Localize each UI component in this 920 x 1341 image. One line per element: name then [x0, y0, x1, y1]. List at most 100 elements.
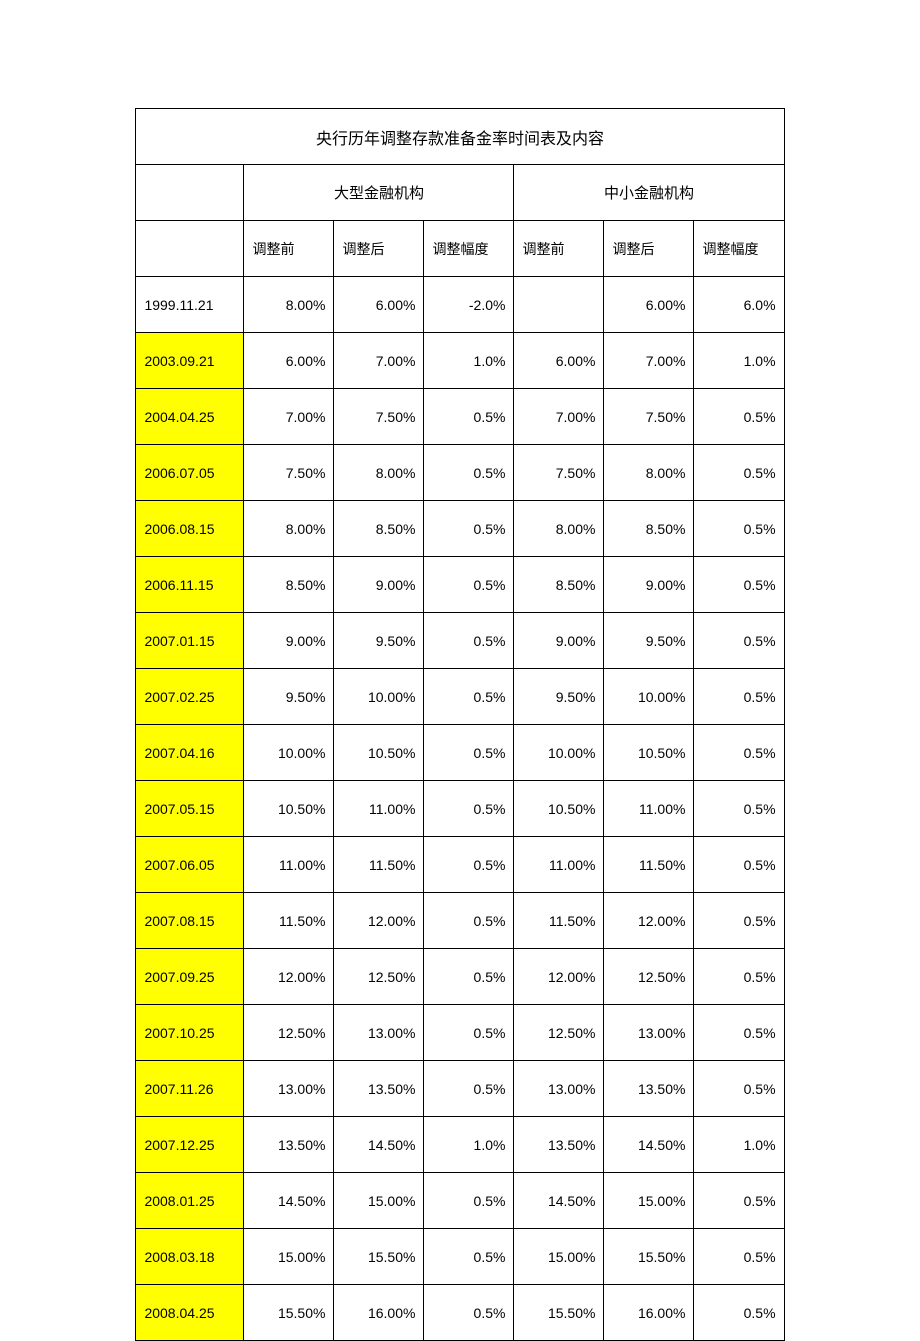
cell-small-before: 12.50%: [514, 1005, 604, 1061]
table-row: 2007.01.159.00%9.50%0.5%9.00%9.50%0.5%: [136, 613, 784, 669]
cell-small-after: 12.00%: [604, 893, 694, 949]
cell-large-before: 11.50%: [244, 893, 334, 949]
cell-small-delta: 0.5%: [694, 1229, 784, 1285]
cell-large-delta: 0.5%: [424, 1285, 514, 1341]
cell-date: 2007.11.26: [136, 1061, 244, 1117]
cell-date: 2006.11.15: [136, 557, 244, 613]
cell-small-after: 11.50%: [604, 837, 694, 893]
cell-large-delta: 0.5%: [424, 725, 514, 781]
cell-small-delta: 0.5%: [694, 501, 784, 557]
cell-large-after: 9.00%: [334, 557, 424, 613]
table-row: 2007.09.2512.00%12.50%0.5%12.00%12.50%0.…: [136, 949, 784, 1005]
cell-small-delta: 0.5%: [694, 445, 784, 501]
cell-small-after: 7.00%: [604, 333, 694, 389]
reserve-ratio-table: 央行历年调整存款准备金率时间表及内容 大型金融机构 中小金融机构 调整前 调整后…: [135, 108, 784, 1341]
cell-large-delta: 0.5%: [424, 669, 514, 725]
subheader-row: 调整前 调整后 调整幅度 调整前 调整后 调整幅度: [136, 221, 784, 277]
cell-date: 1999.11.21: [136, 277, 244, 333]
cell-large-after: 8.00%: [334, 445, 424, 501]
cell-large-delta: 0.5%: [424, 781, 514, 837]
cell-small-delta: 0.5%: [694, 725, 784, 781]
table-row: 2006.07.057.50%8.00%0.5%7.50%8.00%0.5%: [136, 445, 784, 501]
cell-large-after: 13.50%: [334, 1061, 424, 1117]
cell-small-before: 13.00%: [514, 1061, 604, 1117]
title-row: 央行历年调整存款准备金率时间表及内容: [136, 109, 784, 165]
cell-large-before: 12.50%: [244, 1005, 334, 1061]
page: 央行历年调整存款准备金率时间表及内容 大型金融机构 中小金融机构 调整前 调整后…: [0, 0, 920, 1341]
cell-small-before: 8.00%: [514, 501, 604, 557]
cell-large-delta: 0.5%: [424, 501, 514, 557]
cell-large-before: 14.50%: [244, 1173, 334, 1229]
table-row: 2007.12.2513.50%14.50%1.0%13.50%14.50%1.…: [136, 1117, 784, 1173]
cell-large-before: 8.00%: [244, 277, 334, 333]
cell-small-delta: 0.5%: [694, 389, 784, 445]
cell-small-delta: 0.5%: [694, 893, 784, 949]
cell-large-delta: 0.5%: [424, 1173, 514, 1229]
cell-small-delta: 6.0%: [694, 277, 784, 333]
cell-large-after: 10.00%: [334, 669, 424, 725]
cell-date: 2007.10.25: [136, 1005, 244, 1061]
group-row: 大型金融机构 中小金融机构: [136, 165, 784, 221]
cell-small-delta: 0.5%: [694, 949, 784, 1005]
cell-large-after: 15.00%: [334, 1173, 424, 1229]
cell-large-after: 14.50%: [334, 1117, 424, 1173]
cell-large-delta: 0.5%: [424, 949, 514, 1005]
cell-small-delta: 0.5%: [694, 669, 784, 725]
empty-subheader: [136, 221, 244, 277]
cell-small-before: 10.50%: [514, 781, 604, 837]
table-row: 2007.10.2512.50%13.00%0.5%12.50%13.00%0.…: [136, 1005, 784, 1061]
cell-large-before: 15.50%: [244, 1285, 334, 1341]
cell-date: 2007.05.15: [136, 781, 244, 837]
cell-small-delta: 0.5%: [694, 837, 784, 893]
cell-small-delta: 0.5%: [694, 1061, 784, 1117]
cell-large-after: 11.50%: [334, 837, 424, 893]
cell-small-before: 7.50%: [514, 445, 604, 501]
cell-small-before: 7.00%: [514, 389, 604, 445]
sub-large-delta: 调整幅度: [424, 221, 514, 277]
cell-small-after: 12.50%: [604, 949, 694, 1005]
cell-large-delta: 0.5%: [424, 389, 514, 445]
cell-large-delta: 1.0%: [424, 1117, 514, 1173]
cell-date: 2004.04.25: [136, 389, 244, 445]
cell-date: 2007.01.15: [136, 613, 244, 669]
cell-large-after: 11.00%: [334, 781, 424, 837]
sub-small-before: 调整前: [514, 221, 604, 277]
cell-large-delta: 0.5%: [424, 557, 514, 613]
cell-large-delta: 0.5%: [424, 893, 514, 949]
cell-large-after: 12.00%: [334, 893, 424, 949]
cell-small-after: 7.50%: [604, 389, 694, 445]
cell-small-after: 13.50%: [604, 1061, 694, 1117]
cell-small-after: 9.50%: [604, 613, 694, 669]
cell-large-delta: 0.5%: [424, 1061, 514, 1117]
cell-large-after: 16.00%: [334, 1285, 424, 1341]
cell-large-before: 7.00%: [244, 389, 334, 445]
cell-large-before: 9.50%: [244, 669, 334, 725]
cell-large-before: 7.50%: [244, 445, 334, 501]
cell-small-delta: 1.0%: [694, 333, 784, 389]
sub-small-after: 调整后: [604, 221, 694, 277]
table-title: 央行历年调整存款准备金率时间表及内容: [136, 109, 784, 165]
group-large: 大型金融机构: [244, 165, 514, 221]
cell-large-after: 7.00%: [334, 333, 424, 389]
cell-date: 2007.09.25: [136, 949, 244, 1005]
cell-small-before: 11.50%: [514, 893, 604, 949]
table-row: 2008.03.1815.00%15.50%0.5%15.00%15.50%0.…: [136, 1229, 784, 1285]
cell-date: 2007.12.25: [136, 1117, 244, 1173]
cell-small-before: 9.00%: [514, 613, 604, 669]
cell-large-before: 8.50%: [244, 557, 334, 613]
cell-date: 2008.01.25: [136, 1173, 244, 1229]
empty-header: [136, 165, 244, 221]
cell-small-before: 10.00%: [514, 725, 604, 781]
cell-large-before: 13.00%: [244, 1061, 334, 1117]
table-row: 2007.05.1510.50%11.00%0.5%10.50%11.00%0.…: [136, 781, 784, 837]
cell-small-before: 15.00%: [514, 1229, 604, 1285]
cell-large-before: 9.00%: [244, 613, 334, 669]
cell-date: 2006.08.15: [136, 501, 244, 557]
table-head: 央行历年调整存款准备金率时间表及内容 大型金融机构 中小金融机构 调整前 调整后…: [136, 109, 784, 277]
cell-date: 2003.09.21: [136, 333, 244, 389]
cell-large-after: 7.50%: [334, 389, 424, 445]
cell-small-delta: 1.0%: [694, 1117, 784, 1173]
group-small: 中小金融机构: [514, 165, 784, 221]
cell-small-after: 15.00%: [604, 1173, 694, 1229]
table-row: 2007.02.259.50%10.00%0.5%9.50%10.00%0.5%: [136, 669, 784, 725]
